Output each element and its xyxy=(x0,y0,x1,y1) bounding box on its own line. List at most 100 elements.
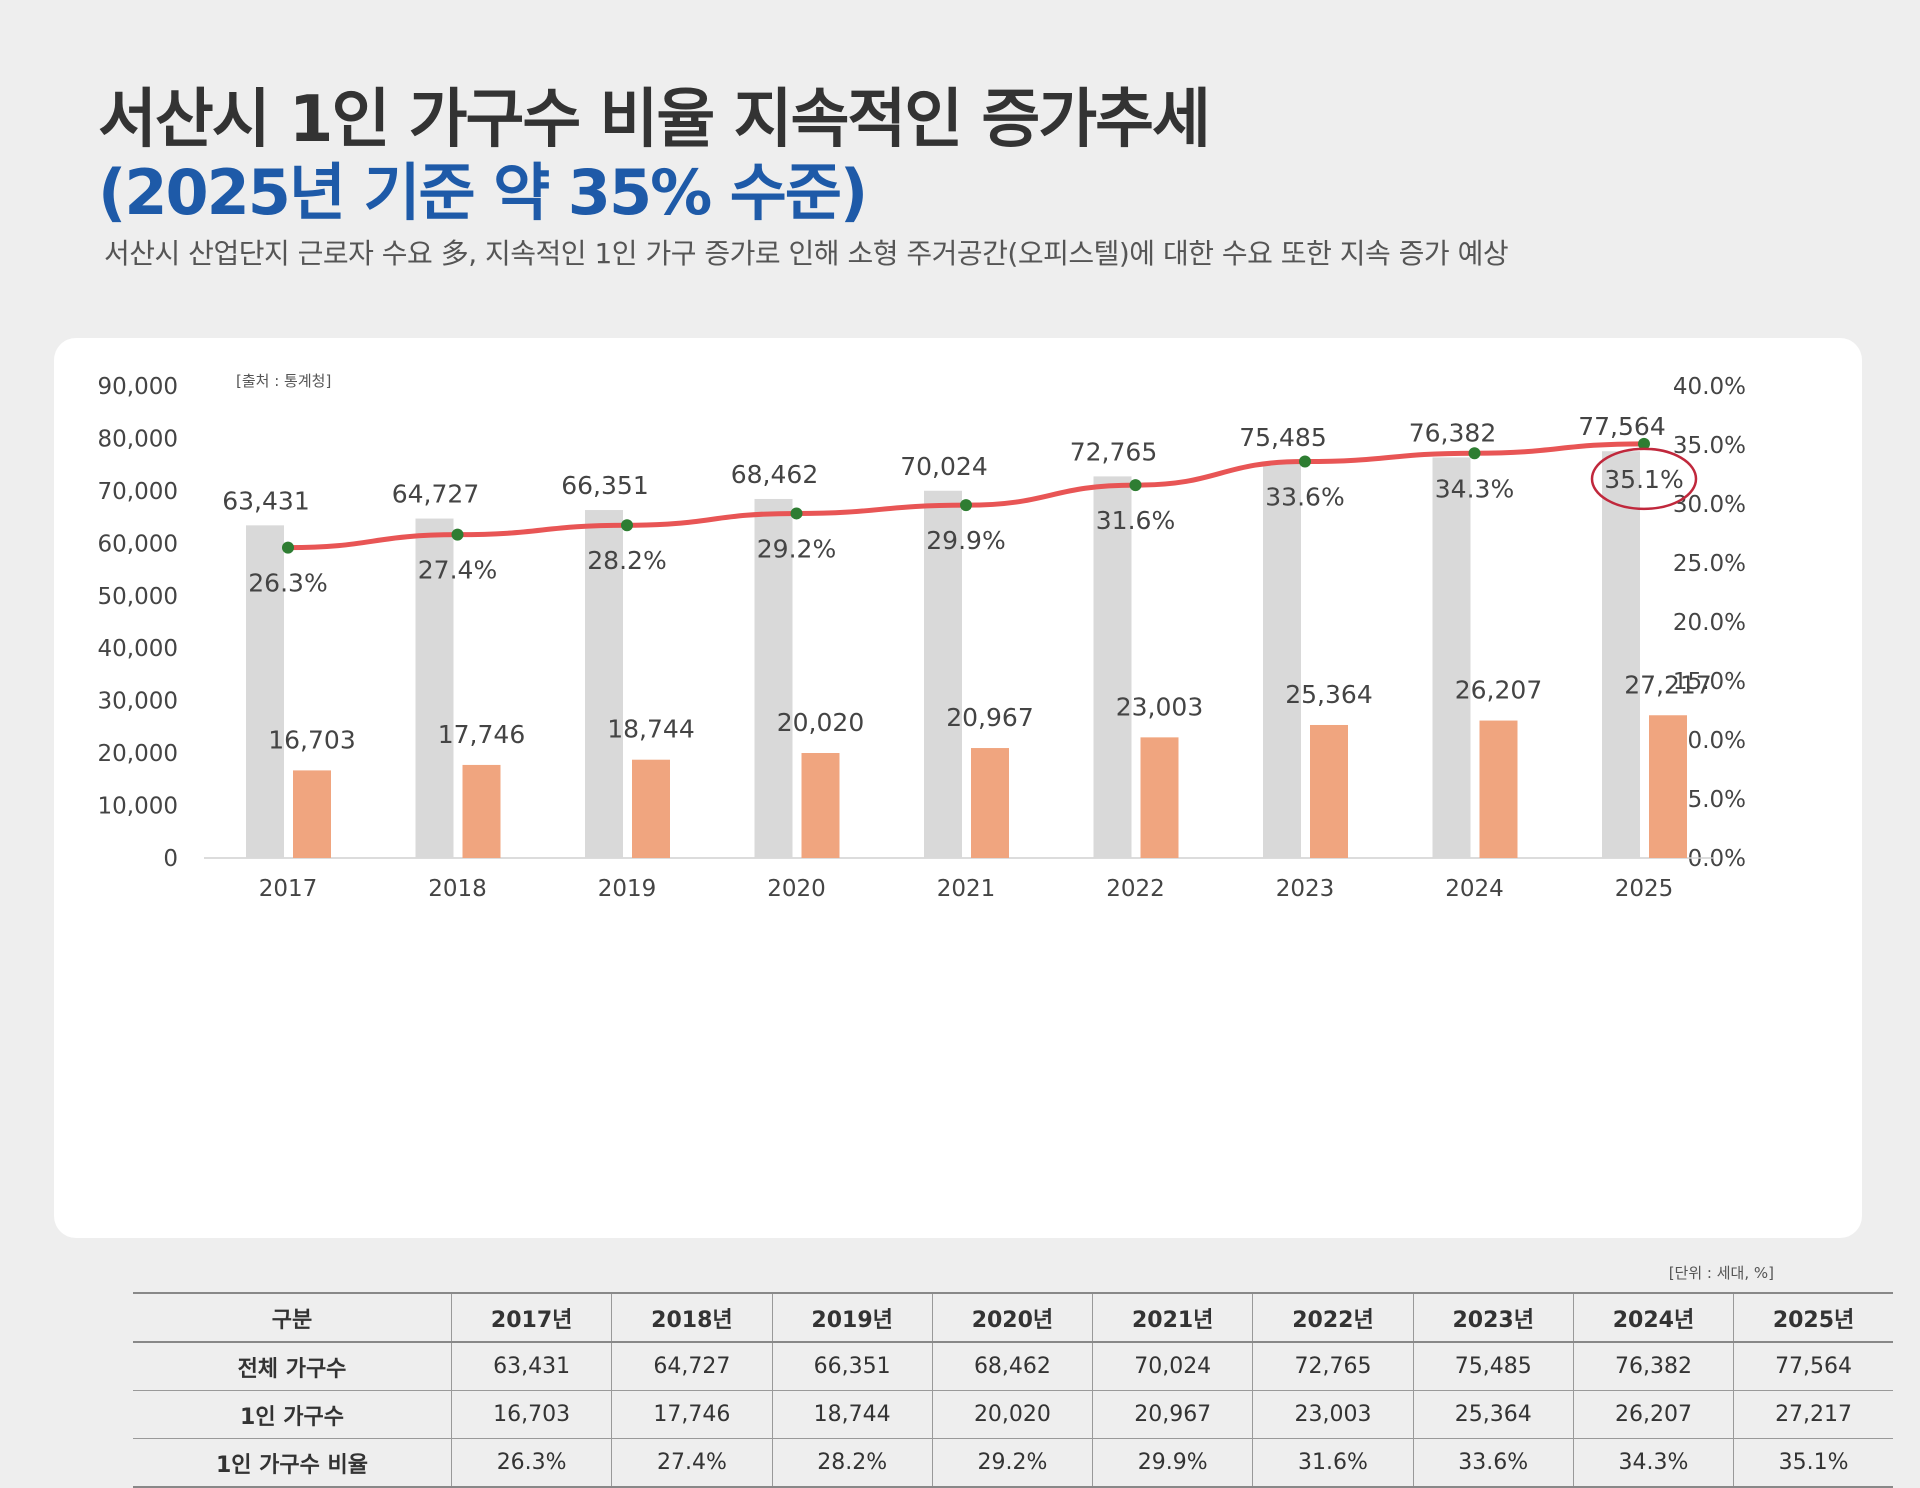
table-cell: 31.6% xyxy=(1252,1438,1414,1488)
table-cell: 35.1% xyxy=(1733,1438,1893,1488)
highlight-circle xyxy=(1590,447,1698,511)
bar-total xyxy=(415,518,454,858)
data-label-ratio: 28.2% xyxy=(587,546,666,575)
table-row: 1인 가구수 비율 26.3% 27.4% 28.2% 29.2% 29.9% … xyxy=(133,1438,1893,1488)
data-label-single: 20,020 xyxy=(777,708,864,737)
y-right-tick-label: 35.0% xyxy=(1673,433,1746,459)
x-tick-label: 2022 xyxy=(1106,876,1165,902)
table-cell: 33.6% xyxy=(1412,1438,1574,1488)
y-left-tick-label: 70,000 xyxy=(98,479,178,505)
table-cell: 29.9% xyxy=(1092,1438,1253,1488)
table-cell: 77,564 xyxy=(1733,1342,1893,1391)
bar-single xyxy=(1140,737,1179,858)
table-cell: 23,003 xyxy=(1252,1390,1414,1439)
ratio-point xyxy=(1468,447,1481,460)
data-label-ratio: 26.3% xyxy=(248,569,327,598)
table-header-cell: 2022년 xyxy=(1252,1292,1414,1343)
data-label-ratio: 29.2% xyxy=(757,534,836,563)
ratio-point xyxy=(1129,479,1142,492)
page-subtitle: (2025년 기준 약 35% 수준) xyxy=(98,156,868,229)
data-label-total: 76,382 xyxy=(1409,418,1496,447)
table-cell: 34.3% xyxy=(1572,1438,1734,1488)
table-cell: 18,744 xyxy=(771,1390,933,1439)
ratio-point xyxy=(1638,437,1650,450)
ratio-point xyxy=(790,507,803,520)
data-label-total: 64,727 xyxy=(392,480,479,509)
table-cell: 27.4% xyxy=(611,1438,773,1488)
x-tick-label: 2024 xyxy=(1445,876,1504,902)
table-row-label: 전체 가구수 xyxy=(133,1342,452,1391)
table-cell: 64,727 xyxy=(611,1342,773,1391)
data-label-total: 77,564 xyxy=(1578,412,1665,441)
y-left-tick-label: 30,000 xyxy=(98,689,178,715)
y-right-tick-label: 20.0% xyxy=(1673,610,1746,636)
ratio-point xyxy=(451,528,464,541)
y-right-tick-label: 15.0% xyxy=(1673,669,1746,695)
table-cell: 20,967 xyxy=(1092,1390,1253,1439)
data-label-single: 23,003 xyxy=(1116,692,1203,721)
ratio-point xyxy=(960,499,972,512)
table-header-cell: 구분 xyxy=(133,1292,452,1343)
data-label-single: 26,207 xyxy=(1455,676,1542,705)
y-left-tick-label: 20,000 xyxy=(98,741,178,767)
table-row: 1인 가구수 16,703 17,746 18,744 20,020 20,96… xyxy=(133,1390,1893,1439)
y-right-tick-label: 30.0% xyxy=(1673,492,1746,518)
x-tick-label: 2019 xyxy=(598,876,657,902)
data-label-single: 18,744 xyxy=(607,715,694,744)
bar-total xyxy=(1432,457,1471,858)
page-title: 서산시 1인 가구수 비율 지속적인 증가추세 xyxy=(98,83,1211,157)
data-label-single: 27,217 xyxy=(1624,670,1711,699)
data-label-ratio: 35.1% xyxy=(1604,465,1683,494)
x-tick-label: 2023 xyxy=(1276,876,1335,902)
data-label-total: 66,351 xyxy=(561,471,648,500)
x-tick-label: 2018 xyxy=(428,876,487,902)
data-label-ratio: 34.3% xyxy=(1435,474,1514,503)
table-cell: 76,382 xyxy=(1572,1342,1734,1391)
table-cell: 28.2% xyxy=(771,1438,933,1488)
table-unit-note: [단위 : 세대, %] xyxy=(1668,1264,1774,1282)
y-left-tick-label: 60,000 xyxy=(98,531,178,557)
bar-total xyxy=(754,498,793,858)
table-header-cell: 2025년 xyxy=(1733,1292,1893,1343)
table-header-cell: 2020년 xyxy=(931,1292,1093,1343)
table-cell: 63,431 xyxy=(450,1342,612,1391)
table-row-label: 1인 가구수 비율 xyxy=(133,1438,452,1488)
table-cell: 27,217 xyxy=(1733,1390,1893,1439)
bar-single xyxy=(971,748,1009,858)
bar-single xyxy=(1479,720,1518,858)
bar-single xyxy=(1310,724,1348,858)
bar-total xyxy=(924,490,962,858)
table-cell: 72,765 xyxy=(1252,1342,1414,1391)
household-table: 구분 2017년 2018년 2019년 2020년 2021년 2022년 2… xyxy=(133,1292,1893,1488)
x-tick-label: 2017 xyxy=(259,876,318,902)
y-right-tick-label: 40.0% xyxy=(1673,374,1746,400)
bar-total xyxy=(1093,476,1132,858)
table-header-row: 구분 2017년 2018년 2019년 2020년 2021년 2022년 2… xyxy=(133,1292,1893,1343)
bar-single xyxy=(801,753,840,858)
bar-total xyxy=(246,525,284,858)
table-header-cell: 2018년 xyxy=(611,1292,773,1343)
ratio-point xyxy=(282,541,294,554)
y-left-tick-label: 10,000 xyxy=(98,794,178,820)
x-tick-label: 2021 xyxy=(937,876,996,902)
bar-single xyxy=(632,759,670,858)
data-label-total: 72,765 xyxy=(1070,437,1157,466)
table-cell: 75,485 xyxy=(1412,1342,1574,1391)
table-cell: 25,364 xyxy=(1412,1390,1574,1439)
table-header-cell: 2023년 xyxy=(1412,1292,1574,1343)
table-header-cell: 2019년 xyxy=(771,1292,933,1343)
y-right-tick-label: 0.0% xyxy=(1688,846,1746,872)
household-chart: [출처 : 통계청] 0 10,000 20,000 30,000 40,000 50,00… xyxy=(98,372,1746,902)
bar-total xyxy=(585,510,623,858)
table-header-cell: 2017년 xyxy=(450,1292,612,1343)
table-row-label: 1인 가구수 xyxy=(133,1390,452,1439)
y-left-tick-label: 90,000 xyxy=(98,374,178,400)
table-cell: 26,207 xyxy=(1572,1390,1734,1439)
data-label-single: 25,364 xyxy=(1285,680,1372,709)
table-header-cell: 2021년 xyxy=(1092,1292,1253,1343)
bar-total xyxy=(1263,462,1301,858)
data-label-total: 70,024 xyxy=(900,452,987,481)
bar-total xyxy=(1602,451,1640,858)
ratio-point xyxy=(1299,455,1311,468)
data-label-single: 17,746 xyxy=(438,720,525,749)
